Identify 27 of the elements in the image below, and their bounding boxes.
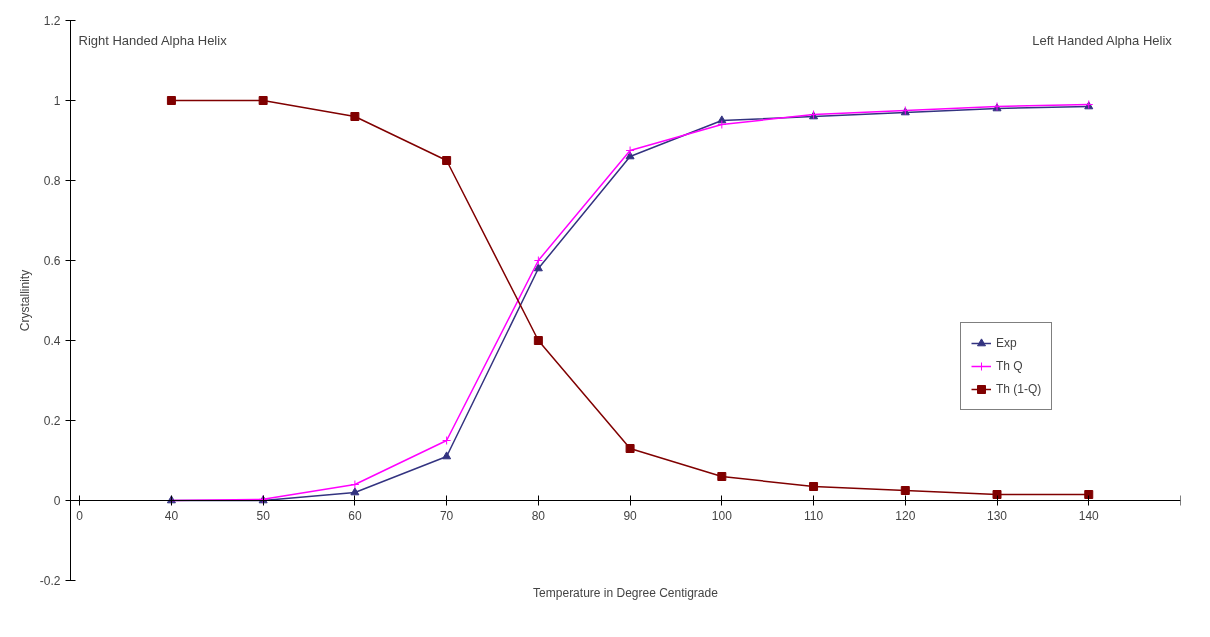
x-axis-title: Temperature in Degree Centigrade (533, 585, 719, 600)
annotation: Left Handed Alpha Helix (1032, 32, 1173, 48)
y-tick-label: 1.2 (43, 14, 61, 28)
x-tick-label: 40 (164, 508, 179, 523)
x-tick-label: 90 (623, 508, 638, 523)
y-tick-label: 0.8 (43, 174, 61, 188)
y-tick-label: 0.6 (43, 254, 61, 268)
x-tick-label: 60 (348, 508, 362, 523)
x-tick-label: 80 (531, 508, 546, 523)
y-tick-label: 0.4 (43, 334, 61, 348)
y-tick-label: 1 (53, 94, 61, 108)
legend-label: Th (1-Q) (996, 382, 1042, 396)
y-tick-label: 0 (53, 494, 61, 508)
x-tick-label: 120 (895, 508, 916, 523)
legend-label: Exp (996, 336, 1017, 350)
annotation: Right Handed Alpha Helix (78, 32, 228, 48)
x-tick-label: 140 (1078, 508, 1100, 523)
x-tick-label: 0 (76, 508, 84, 523)
x-tick-label: 110 (803, 508, 824, 523)
legend-label: Th Q (996, 359, 1023, 373)
y-tick-label: 0.2 (43, 414, 61, 428)
x-tick-label: 100 (711, 508, 733, 523)
y-tick-label: -0.2 (39, 574, 61, 588)
x-tick-label: 70 (439, 508, 454, 523)
x-tick-label: 130 (987, 508, 1008, 523)
x-tick-label: 50 (256, 508, 271, 523)
y-axis-title: Crystallinity (17, 269, 32, 332)
